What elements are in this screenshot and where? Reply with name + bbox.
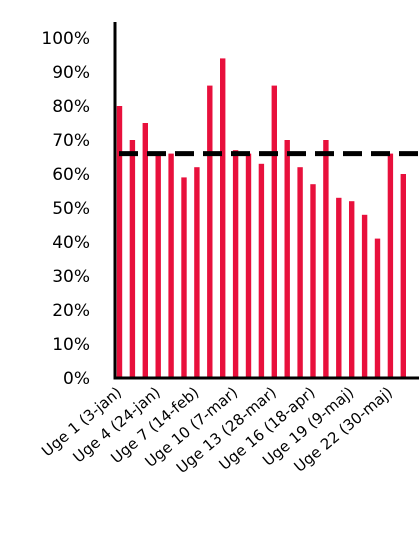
- y-tick-label: 90%: [52, 63, 90, 83]
- bar-8: [207, 85, 213, 378]
- bar-18: [336, 197, 342, 378]
- bar-3: [142, 123, 148, 378]
- bar-1: [116, 106, 123, 378]
- bar-12: [258, 163, 265, 378]
- bar-7: [194, 167, 200, 378]
- bar-21: [374, 238, 381, 378]
- y-tick-label: 40%: [52, 233, 90, 253]
- y-tick-label: 50%: [52, 199, 90, 219]
- bar-13: [271, 85, 277, 378]
- y-tick-label: 100%: [41, 29, 90, 49]
- y-tick-label: 60%: [52, 165, 90, 185]
- bar-4: [155, 153, 161, 378]
- bar-22: [387, 153, 394, 378]
- x-tick-labels: Uge 1 (3-jan)Uge 4 (24-jan)Uge 7 (14-feb…: [38, 383, 396, 477]
- bar-9: [220, 58, 226, 379]
- bars-group: [116, 58, 406, 379]
- y-tick-label: 30%: [52, 267, 90, 287]
- bar-19: [349, 201, 355, 378]
- bar-14: [284, 140, 290, 378]
- bar-23: [400, 174, 406, 378]
- bar-15: [297, 167, 303, 378]
- y-tick-label: 70%: [52, 131, 90, 151]
- y-tick-labels: 0% 10% 20% 30% 40% 50% 60% 70% 80% 90% 100%: [41, 29, 90, 389]
- y-tick-label: 20%: [52, 301, 90, 321]
- bar-17: [323, 140, 329, 378]
- y-tick-label: 10%: [52, 335, 90, 355]
- y-tick-label: 0%: [63, 369, 90, 389]
- bar-6: [181, 177, 187, 378]
- bar-20: [361, 214, 368, 378]
- bar-2: [129, 140, 136, 378]
- bar-5: [168, 153, 174, 378]
- bar-10: [232, 150, 239, 378]
- bar-11: [245, 153, 252, 378]
- y-tick-label: 80%: [52, 97, 90, 117]
- bar-16: [310, 184, 316, 378]
